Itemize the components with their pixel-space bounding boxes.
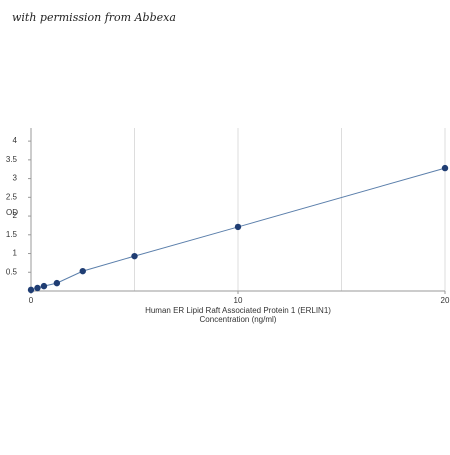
- data-point: [53, 279, 61, 287]
- x-axis-label: Human ER Lipid Raft Associated Protein 1…: [145, 306, 331, 315]
- x-tick-label: 20: [441, 296, 450, 305]
- y-tick-label: 3: [13, 174, 18, 183]
- x-axis-label: Concentration (ng/ml): [200, 315, 277, 324]
- y-tick-label: 3.5: [6, 155, 18, 164]
- y-tick-label: 1: [13, 249, 18, 258]
- data-point: [441, 164, 449, 172]
- x-tick-label: 0: [29, 296, 34, 305]
- y-tick-label: 1.5: [6, 230, 18, 239]
- x-tick-label: 10: [234, 296, 243, 305]
- data-point: [79, 267, 86, 275]
- y-tick-label: 4: [13, 136, 18, 145]
- y-tick-label: 2: [13, 211, 18, 220]
- data-point: [131, 252, 138, 260]
- data-point: [40, 282, 48, 290]
- y-tick-label: 0.5: [6, 267, 18, 276]
- watermark: with permission from Abbexa: [12, 11, 176, 24]
- y-axis-label: OD: [6, 208, 18, 217]
- data-point: [234, 223, 242, 231]
- data-point: [27, 286, 35, 294]
- y-tick-label: 2.5: [6, 192, 18, 201]
- data-point: [34, 284, 41, 292]
